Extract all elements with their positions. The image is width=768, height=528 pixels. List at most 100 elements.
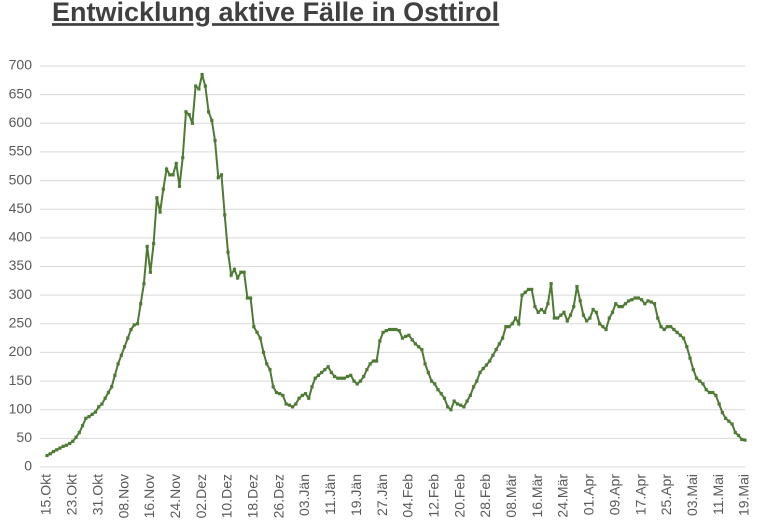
data-point [562,310,566,314]
data-point [594,310,598,314]
data-point [449,408,453,412]
data-point [539,307,544,312]
x-tick-label: 31.Okt [89,474,105,515]
data-point [536,310,540,314]
data-point [300,393,304,397]
data-point [48,452,52,456]
data-point [439,392,443,396]
data-point [591,307,595,312]
data-point [252,325,256,329]
y-tick-label: 350 [9,257,33,273]
data-point [119,353,123,357]
data-point [565,319,569,323]
data-point [236,276,240,280]
data-point [736,433,741,438]
data-point [384,329,388,333]
data-point [517,322,521,326]
data-point [284,402,288,406]
x-tick-label: 09.Apr [606,474,622,516]
data-point [100,402,104,406]
data-point [216,176,220,180]
data-point [711,390,715,395]
data-point [701,382,705,386]
data-point [223,213,227,217]
data-point [559,313,563,317]
data-point [643,302,647,306]
data-point [197,87,201,91]
data-point [116,362,120,366]
data-point [329,370,333,375]
data-point [87,414,91,419]
data-point [339,376,343,380]
data-point [555,316,560,320]
data-point [320,370,324,375]
data-point [206,110,211,114]
data-point [239,270,243,274]
data-point [504,325,508,329]
data-point [90,412,94,416]
data-point [707,390,712,395]
data-point [675,330,679,334]
data-point [442,396,447,400]
data-point [468,393,472,397]
data-point [271,385,275,389]
data-point [294,402,298,406]
data-point [478,370,482,375]
data-point [362,374,366,379]
x-tick-label: 19.Jän [348,474,364,516]
data-point [352,379,356,383]
data-point [410,338,414,342]
x-tick-label: 08.Mär [503,474,519,518]
data-point [365,368,369,372]
data-point [581,313,586,317]
data-point [436,388,440,392]
data-point [617,305,621,309]
y-tick-label: 550 [9,143,33,159]
data-point [507,325,511,329]
data-point [662,327,666,332]
data-point [546,302,550,306]
data-point [530,287,534,292]
data-point [342,376,346,380]
data-point [423,362,427,366]
data-point [420,347,424,352]
y-tick-label: 650 [9,85,33,101]
x-tick-label: 24.Mär [555,474,571,518]
data-point [164,167,169,171]
data-point [336,376,340,380]
data-point [429,379,434,383]
y-tick-label: 700 [9,57,33,73]
data-point [714,393,718,397]
x-tick-label: 11.Jän [322,474,338,515]
data-point [368,362,372,366]
data-point [210,118,214,123]
data-point [245,296,249,300]
data-point [413,342,417,346]
x-tick-label: 08.Nov [115,474,131,518]
data-point [303,392,308,396]
data-point [110,385,114,389]
data-point [55,448,59,452]
data-point [433,382,437,386]
data-point [278,392,282,396]
data-point [601,325,605,329]
data-point [200,72,204,77]
data-point [678,333,682,337]
y-tick-label: 150 [9,372,33,388]
data-point [417,345,421,349]
data-point [665,325,670,329]
y-tick-label: 300 [9,286,33,302]
x-tick-label: 03.Mai [684,474,700,516]
data-point [727,419,731,423]
data-point [219,173,224,177]
data-point [184,110,188,114]
data-point [307,396,311,400]
data-point [316,373,321,377]
data-point [669,325,673,329]
data-point [174,161,178,165]
data-point [97,405,101,409]
data-point [459,403,463,407]
y-tick-label: 200 [9,343,33,359]
y-tick-label: 100 [9,400,33,416]
data-point [152,241,156,246]
